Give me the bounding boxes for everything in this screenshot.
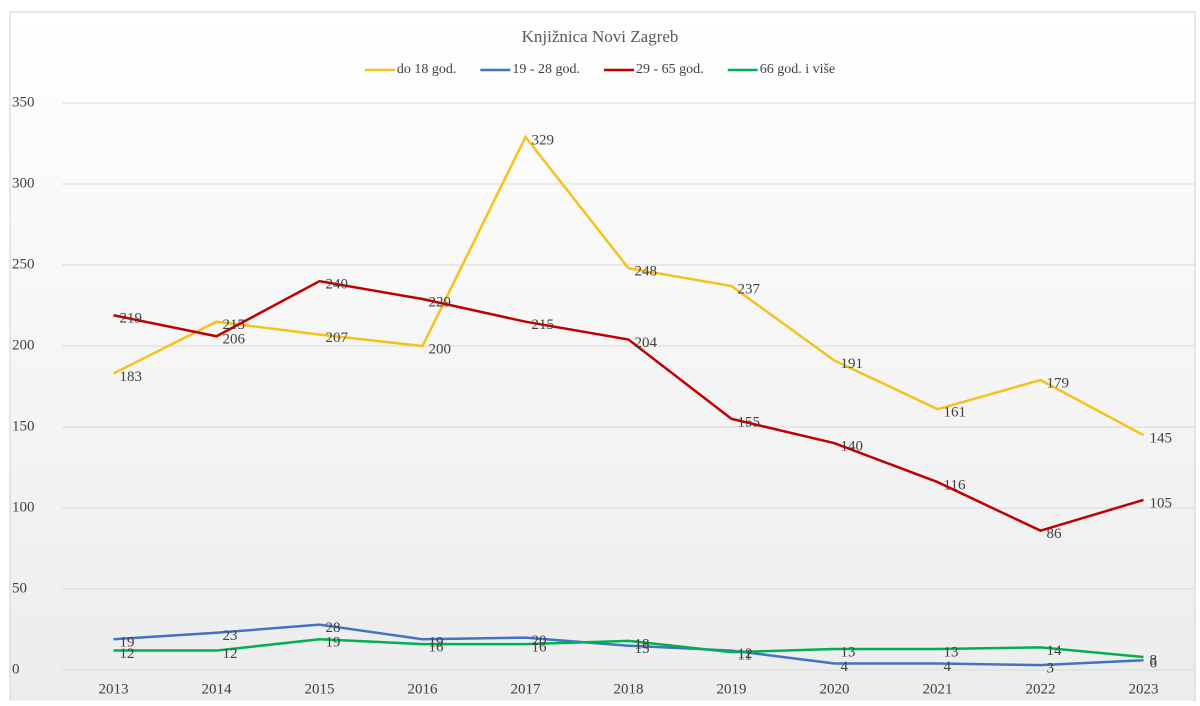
y-tick-label: 300	[12, 175, 35, 191]
legend-item: 19 - 28 god.	[480, 62, 580, 77]
data-label: 12	[738, 646, 753, 662]
data-label: 4	[841, 659, 849, 675]
legend-label: 19 - 28 god.	[512, 62, 580, 77]
data-label: 248	[635, 264, 658, 280]
y-tick-label: 50	[12, 580, 27, 596]
data-label: 207	[326, 330, 349, 346]
data-label: 28	[326, 620, 341, 636]
data-label: 240	[326, 277, 349, 293]
data-label: 19	[429, 635, 444, 651]
data-label: 215	[223, 317, 246, 333]
x-tick-label: 2016	[408, 681, 439, 697]
chart-title: Knjižnica Novi Zagreb	[522, 27, 679, 46]
data-label: 329	[532, 132, 555, 148]
data-label: 13	[841, 644, 856, 660]
data-label: 11	[738, 648, 752, 664]
y-tick-label: 100	[12, 499, 35, 515]
x-tick-label: 2013	[99, 681, 129, 697]
data-label: 145	[1150, 431, 1173, 447]
x-tick-label: 2014	[202, 681, 233, 697]
data-label: 3	[1047, 661, 1055, 677]
data-label: 191	[841, 356, 864, 372]
x-tick-label: 2020	[820, 681, 850, 697]
series-line	[112, 134, 1145, 437]
series-line	[113, 637, 1144, 659]
legend-item: 29 - 65 god.	[604, 62, 704, 77]
data-label: 105	[1150, 495, 1173, 511]
data-label: 183	[120, 369, 143, 385]
data-label: 155	[738, 414, 761, 430]
y-tick-label: 250	[12, 256, 35, 272]
data-label: 219	[120, 311, 143, 327]
x-tick-label: 2022	[1026, 681, 1056, 697]
y-tick-label: 200	[12, 337, 35, 353]
data-label: 16	[429, 640, 445, 656]
data-label: 8	[1150, 652, 1158, 668]
y-tick-label: 150	[12, 418, 35, 434]
x-tick-label: 2021	[923, 681, 953, 697]
x-tick-label: 2017	[511, 681, 542, 697]
data-label: 237	[738, 281, 761, 297]
data-label: 14	[1047, 643, 1063, 659]
data-label: 204	[635, 335, 658, 351]
x-tick-label: 2015	[305, 681, 335, 697]
data-label: 20	[532, 633, 547, 649]
data-label: 19	[326, 635, 341, 651]
data-label: 13	[944, 644, 959, 660]
legend-label: 66 god. i više	[760, 62, 835, 77]
data-label: 4	[944, 659, 952, 675]
data-label: 200	[429, 341, 452, 357]
legend: do 18 god. 19 - 28 god. 29 - 65 god. 66 god…	[364, 62, 835, 77]
data-label: 116	[944, 478, 966, 494]
chart-area	[9, 11, 1196, 706]
data-label: 12	[120, 646, 135, 662]
x-tick-label: 2019	[717, 681, 747, 697]
series-line	[113, 623, 1144, 667]
legend-label: do 18 god.	[397, 62, 457, 77]
y-tick-label: 350	[12, 94, 35, 110]
x-tick-label: 2023	[1129, 681, 1159, 697]
legend-item: do 18 god.	[364, 62, 457, 77]
x-tick-label: 2018	[614, 681, 644, 697]
data-label: 229	[429, 294, 452, 310]
legend-label: 29 - 65 god.	[636, 62, 704, 77]
data-label: 161	[944, 405, 967, 421]
data-label: 16	[532, 640, 548, 656]
legend-item: 66 god. i više	[727, 62, 835, 77]
data-label: 12	[223, 646, 238, 662]
data-label: 179	[1047, 375, 1070, 391]
data-label: 23	[223, 628, 238, 644]
data-label: 215	[532, 317, 555, 333]
series-line	[113, 279, 1144, 533]
data-label: 86	[1047, 526, 1063, 542]
data-label: 206	[223, 332, 246, 348]
data-label: 15	[635, 641, 650, 657]
data-label: 6	[1150, 656, 1158, 672]
data-label: 140	[841, 439, 864, 455]
data-label: 18	[635, 636, 650, 652]
y-tick-label: 0	[12, 661, 20, 677]
data-label: 19	[120, 635, 135, 651]
